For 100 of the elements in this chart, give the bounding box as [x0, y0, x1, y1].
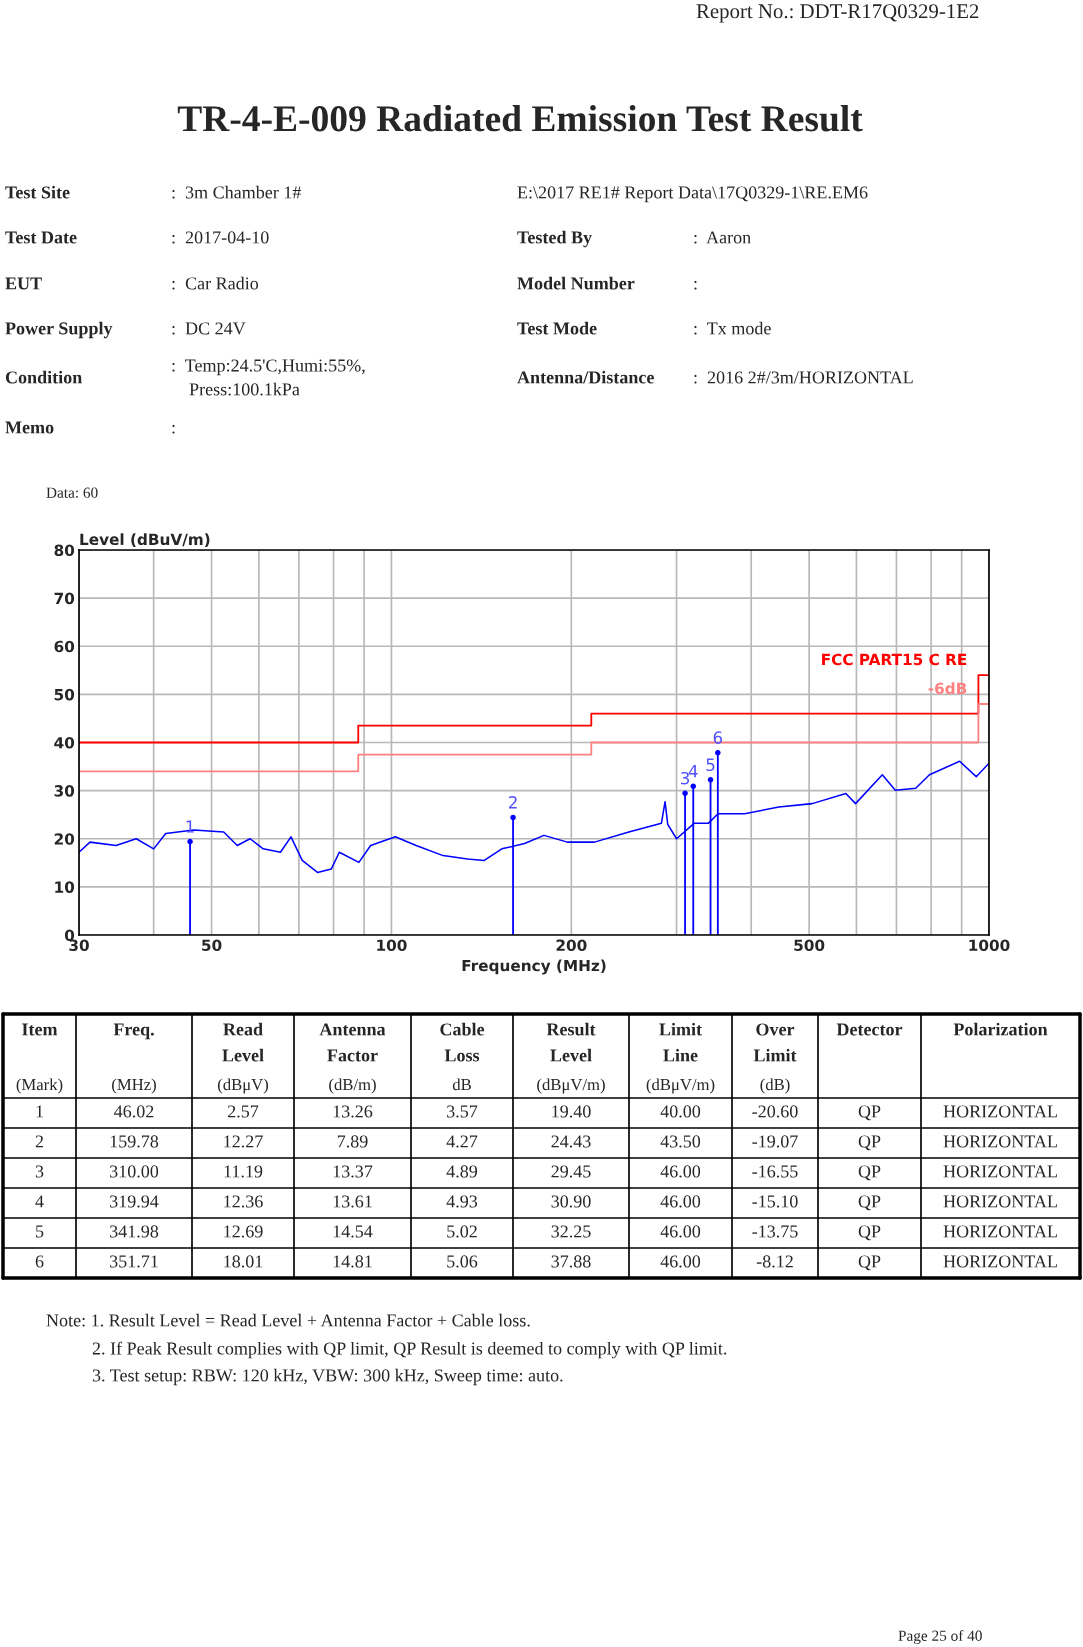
- y-tick-label: 70: [54, 592, 75, 605]
- y-tick-label: 50: [54, 688, 75, 701]
- text: 5: [36, 1225, 44, 1238]
- text: 12.69: [224, 1225, 263, 1238]
- text: 18.01: [224, 1255, 263, 1268]
- text: 5.02: [447, 1225, 477, 1238]
- text: : Temp:24.5'C,Humi:55%, Press:100.1kPa: [172, 359, 365, 396]
- annotation: 5: [706, 758, 715, 772]
- y-tick-label: 60: [54, 640, 75, 653]
- text: : 3m Chamber 1#: [172, 185, 302, 199]
- text: 3.57: [447, 1105, 478, 1118]
- text: 3. Test setup: RBW: 120 kHz, VBW: 300 kHz, Sweep time: auto.: [92, 1368, 563, 1386]
- text: 3: [35, 1165, 44, 1178]
- text: Antenna/Distance: [517, 370, 654, 384]
- text: 12.36: [224, 1195, 263, 1208]
- text: 14.54: [333, 1225, 373, 1238]
- annotation: 2: [508, 796, 517, 809]
- text: 1: [36, 1105, 43, 1118]
- text: Antenna Factor (dB/m): [319, 1023, 386, 1094]
- text: 159.78: [110, 1135, 159, 1148]
- y-axis-title: Level (dBuV/m): [80, 533, 210, 547]
- y-tick-label: 30: [54, 785, 75, 797]
- text: -16.55: [752, 1165, 798, 1178]
- text: Model Number: [517, 276, 635, 290]
- text: E:\2017 RE1# Report Data\17Q0329-1\RE.EM6: [517, 186, 868, 203]
- chart-title: TR-4-E-009 Radiated Emission Test Result: [177, 105, 863, 132]
- text: : 2017-04-10: [172, 231, 269, 244]
- text: 5.06: [447, 1255, 478, 1268]
- text: HORIZONTAL: [943, 1105, 1057, 1118]
- text: Cable Loss dB: [440, 1022, 485, 1091]
- text: 13.37: [333, 1165, 373, 1178]
- text: 14.81: [333, 1255, 372, 1268]
- text: 2. If Peak Result complies with QP limit, QP Result is deemed to comply with QP limit.: [92, 1341, 727, 1359]
- y-tick-label: 10: [55, 881, 75, 893]
- text: 46.00: [660, 1225, 701, 1238]
- text: 4.93: [446, 1195, 478, 1208]
- x-tick-label: 200: [556, 939, 587, 951]
- text: : 2016 2#/3m/HORIZONTAL: [694, 371, 913, 384]
- text: 351.71: [110, 1255, 158, 1268]
- text: 13.26: [333, 1105, 373, 1118]
- text: :: [694, 280, 697, 290]
- text: 32.25: [551, 1225, 591, 1238]
- annotation: 3: [681, 771, 690, 785]
- text: -20.60: [752, 1105, 798, 1118]
- text: 46.00: [660, 1165, 701, 1178]
- text: 310.00: [110, 1165, 159, 1178]
- text: QP: [858, 1135, 881, 1151]
- text: -13.75: [752, 1225, 798, 1238]
- text: : Aaron: [694, 231, 751, 244]
- text: 2: [35, 1135, 44, 1148]
- x-axis-title: Frequency (MHz): [462, 959, 606, 975]
- text: Freq. (MHz): [112, 1023, 156, 1094]
- annotation: 4: [688, 765, 698, 778]
- text: 13.61: [333, 1195, 372, 1208]
- text: HORIZONTAL: [943, 1255, 1057, 1268]
- text: Limit Line (dBμV/m): [646, 1022, 715, 1094]
- x-tick-label: 100: [377, 939, 407, 951]
- x-tick-label: 500: [794, 939, 825, 951]
- text: Page 25 of 40: [898, 1629, 982, 1645]
- text: QP: [858, 1165, 881, 1181]
- text: QP: [858, 1195, 881, 1211]
- text: 4.89: [446, 1165, 478, 1178]
- text: Memo: [5, 421, 54, 434]
- text: 43.50: [660, 1135, 701, 1148]
- text: HORIZONTAL: [943, 1165, 1057, 1178]
- annotation: 6: [713, 731, 723, 744]
- text: 6: [35, 1255, 44, 1268]
- text: QP: [858, 1225, 881, 1241]
- text: 46.02: [114, 1105, 154, 1118]
- text: 46.00: [660, 1195, 701, 1208]
- text: EUT: [5, 277, 42, 290]
- text: 4: [35, 1195, 44, 1208]
- text: -8.12: [756, 1255, 793, 1268]
- text: Note: 1. Result Level = Read Level + Antenna Factor + Cable loss.: [46, 1313, 530, 1327]
- text: :: [172, 424, 175, 434]
- text: Item (Mark): [16, 1023, 63, 1094]
- text: : Car Radio: [172, 276, 259, 290]
- text: HORIZONTAL: [943, 1135, 1057, 1148]
- text: 40.00: [660, 1105, 701, 1118]
- text: : DC 24V: [172, 322, 246, 335]
- text: 19.40: [552, 1105, 591, 1118]
- text: Report No.: DDT-R17Q0329-1E2: [696, 4, 979, 23]
- text: 24.43: [551, 1135, 591, 1148]
- text: Read Level (dBμV): [217, 1022, 269, 1094]
- text: QP: [858, 1105, 881, 1121]
- text: Data: 60: [46, 487, 98, 498]
- text: 29.45: [551, 1165, 591, 1178]
- y-tick-label: 80: [54, 544, 75, 557]
- text: Result Level (dBμV/m): [537, 1022, 605, 1094]
- text: 11.19: [224, 1165, 263, 1178]
- text: 46.00: [660, 1255, 701, 1268]
- text: 30.90: [551, 1195, 591, 1208]
- text: Detector: [836, 1023, 903, 1036]
- y-tick-label: 20: [54, 833, 75, 845]
- text: Test Mode: [517, 321, 597, 335]
- series-label: FCC PART15 C RE: [822, 653, 967, 666]
- text: 4.27: [446, 1135, 478, 1148]
- text: Tested By: [517, 230, 592, 248]
- text: 7.89: [337, 1135, 368, 1148]
- annotation: 1: [186, 820, 194, 833]
